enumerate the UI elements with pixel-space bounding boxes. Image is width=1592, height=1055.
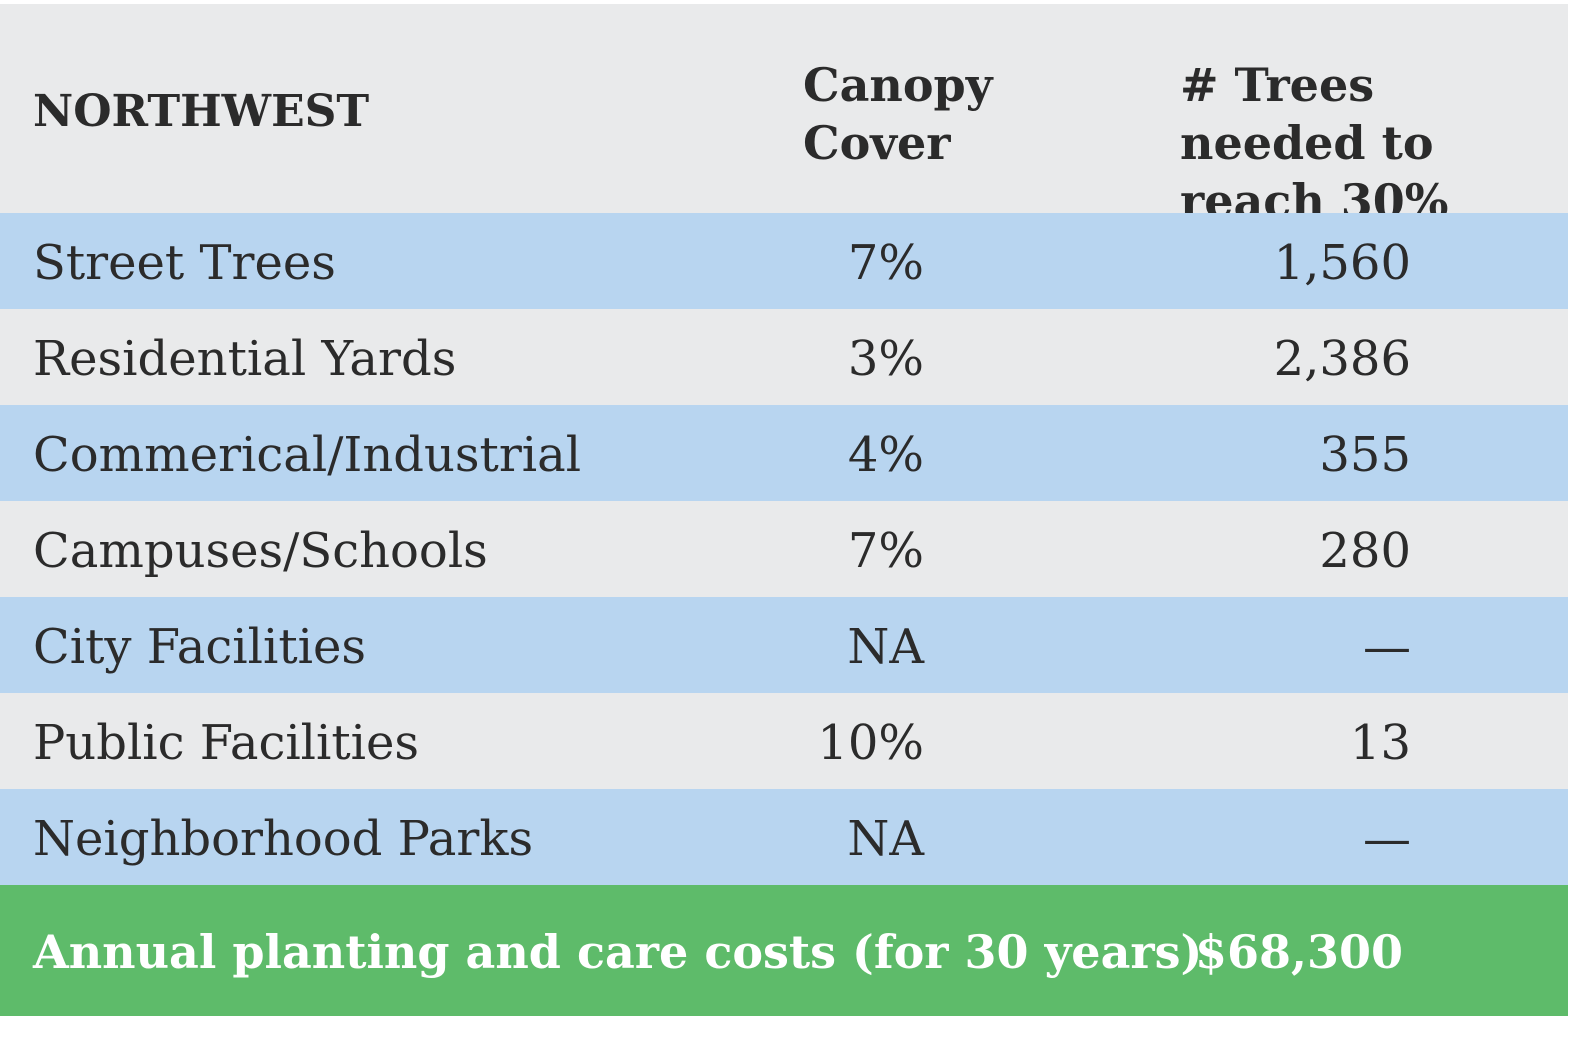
category-cell: Campuses/Schools [33, 523, 488, 579]
table-row: City Facilities NA — [0, 597, 1568, 693]
table-row: Residential Yards 3% 2,386 [0, 309, 1568, 405]
footer-value: $68,300 [1195, 925, 1404, 979]
category-cell: Residential Yards [33, 331, 457, 387]
trees-needed-cell: 1,560 [1273, 235, 1411, 291]
footer-label: Annual planting and care costs (for 30 y… [33, 925, 1203, 979]
table-row: Campuses/Schools 7% 280 [0, 501, 1568, 597]
canopy-cover-cell: 7% [847, 235, 924, 291]
table-row: Street Trees 7% 1,560 [0, 213, 1568, 309]
canopy-cover-header: Canopy Cover [803, 58, 993, 170]
category-cell: Public Facilities [33, 715, 420, 771]
table-row: Public Facilities 10% 13 [0, 693, 1568, 789]
table-footer-row: Annual planting and care costs (for 30 y… [0, 885, 1568, 1016]
table-row: Neighborhood Parks NA — [0, 789, 1568, 885]
table-header-row: NORTHWEST Canopy Cover # Trees needed to… [0, 4, 1568, 228]
trees-needed-cell: 13 [1349, 715, 1411, 771]
trees-needed-cell: 2,386 [1273, 331, 1411, 387]
canopy-cover-cell: 3% [847, 331, 924, 387]
category-cell: Commerical/Industrial [33, 427, 582, 483]
canopy-cover-cell: NA [847, 619, 924, 675]
trees-needed-cell: — [1363, 811, 1411, 867]
trees-needed-header: # Trees needed to reach 30% [1180, 58, 1449, 228]
category-cell: Neighborhood Parks [33, 811, 534, 867]
canopy-cover-cell: 4% [847, 427, 924, 483]
canopy-cover-cell: 10% [817, 715, 924, 771]
canopy-cover-cell: NA [847, 811, 924, 867]
category-cell: Street Trees [33, 235, 336, 291]
table-row: Commerical/Industrial 4% 355 [0, 405, 1568, 501]
canopy-cover-cell: 7% [847, 523, 924, 579]
trees-needed-cell: — [1363, 619, 1411, 675]
canopy-table: NORTHWEST Canopy Cover # Trees needed to… [0, 4, 1568, 1016]
category-cell: City Facilities [33, 619, 367, 675]
trees-needed-cell: 280 [1319, 523, 1411, 579]
region-header: NORTHWEST [33, 86, 370, 137]
trees-needed-cell: 355 [1319, 427, 1411, 483]
